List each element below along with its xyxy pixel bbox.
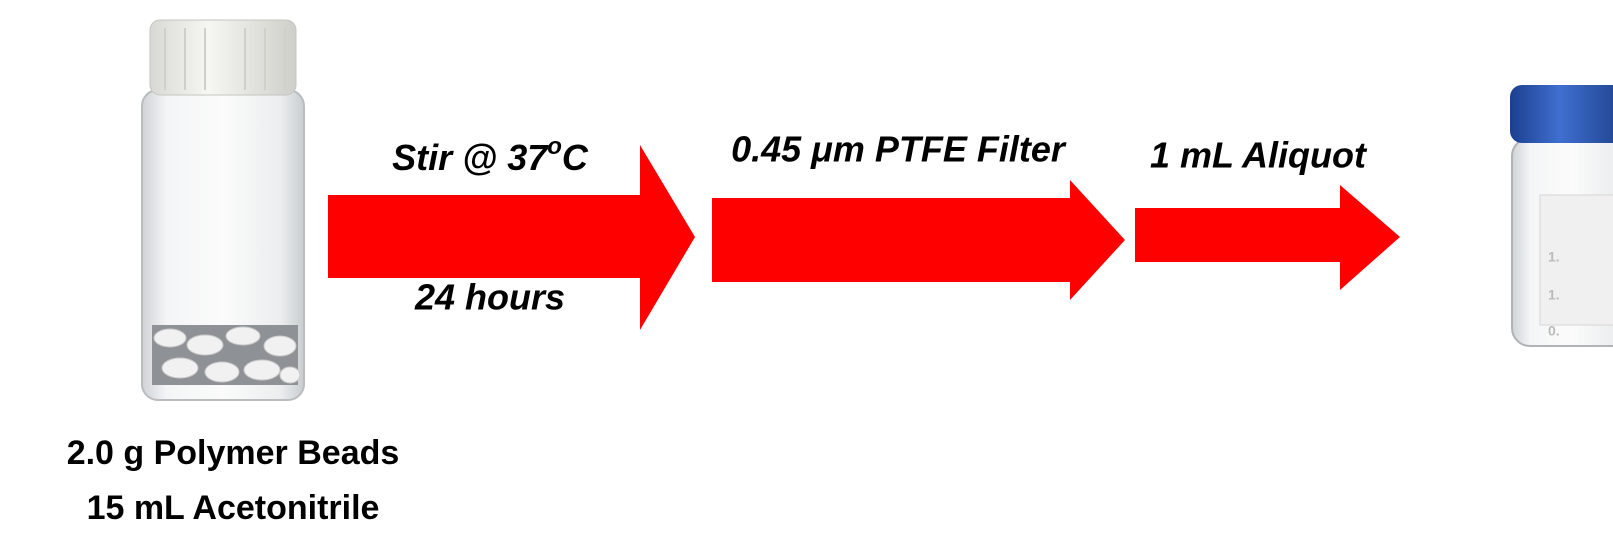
step-label-part: Stir @ 37 — [392, 137, 549, 178]
caption-line: 2.0 g Polymer Beads — [67, 434, 400, 472]
graduation-label: 1. — [1548, 287, 1560, 303]
graduation-label: 1. — [1548, 249, 1560, 265]
superscript: o — [547, 133, 562, 160]
step-sublabel: 24 hours — [414, 277, 565, 318]
arrow — [712, 180, 1125, 300]
arrow — [1135, 185, 1400, 290]
step-label: 0.45 μm PTFE Filter — [731, 129, 1067, 170]
step-label: 1 mL Aliquot — [1150, 135, 1368, 176]
end-vial: 1. 1. 0. — [1510, 85, 1613, 347]
step-label-part: C — [562, 137, 589, 178]
caption-line: 15 mL Acetonitrile — [87, 489, 380, 527]
start-vial — [141, 19, 305, 401]
arrow — [328, 145, 695, 330]
step-label: Stir @ 37oC — [392, 133, 589, 177]
graduation-label: 0. — [1548, 323, 1560, 339]
